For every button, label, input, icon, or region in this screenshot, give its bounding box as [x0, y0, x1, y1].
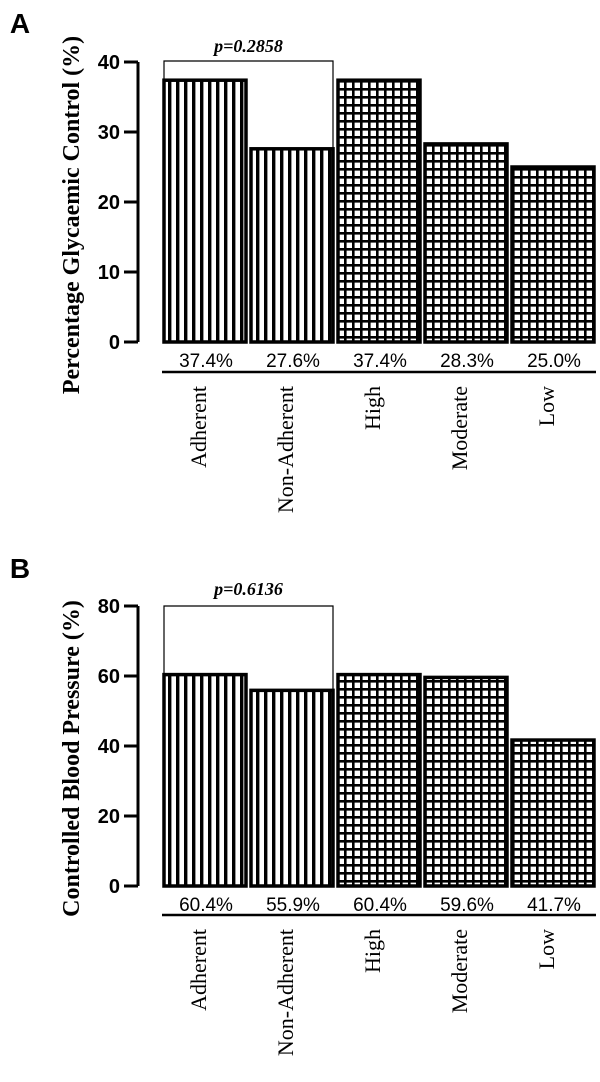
y-axis-label: Controlled Blood Pressure (%)	[59, 600, 85, 917]
bar-non-adherent	[249, 147, 335, 344]
p-value-annotation: p=0.2858	[212, 36, 283, 56]
x-category-label: Moderate	[447, 929, 472, 1013]
y-tick-label: 0	[109, 876, 120, 898]
panel-b: B 0 20 40 60 80 Controlled Blood Pressure (%) 6…	[10, 553, 596, 1056]
significance-bracket	[163, 605, 334, 691]
bar-non-adherent	[249, 688, 335, 888]
panel-a: A 0 10 20 30 40 Percentage Glycaemic Control (…	[10, 8, 596, 513]
data-label: 60.4%	[179, 895, 233, 916]
x-category-label: Non-Adherent	[273, 929, 298, 1056]
bar-moderate	[423, 142, 509, 344]
bar-moderate	[423, 675, 509, 888]
panel-label: A	[10, 8, 30, 39]
bar-high	[336, 78, 422, 344]
data-label: 41.7%	[527, 895, 581, 916]
data-label: 37.4%	[353, 351, 407, 372]
x-category-label: High	[360, 929, 385, 973]
p-value-annotation: p=0.6136	[212, 579, 283, 599]
bar-low	[510, 165, 596, 344]
y-tick-label: 40	[98, 736, 120, 758]
y-tick-label: 0	[109, 332, 120, 354]
y-tick-label: 60	[98, 666, 120, 688]
y-tick-label: 40	[98, 52, 120, 74]
y-tick-label: 80	[98, 596, 120, 618]
data-label: 28.3%	[440, 351, 494, 372]
y-tick-label: 10	[98, 262, 120, 284]
bar-adherent	[162, 672, 248, 888]
data-label: 59.6%	[440, 895, 494, 916]
data-label: 55.9%	[266, 895, 320, 916]
x-category-label: Adherent	[186, 386, 211, 468]
data-label: 37.4%	[179, 351, 233, 372]
y-tick-label: 20	[98, 806, 120, 828]
x-category-label: Low	[534, 929, 559, 969]
bar-low	[510, 738, 596, 888]
significance-bracket	[163, 60, 334, 149]
y-axis-label: Percentage Glycaemic Control (%)	[59, 36, 85, 394]
y-tick-label: 30	[98, 122, 120, 144]
panel-label: B	[10, 553, 30, 584]
data-label: 27.6%	[266, 351, 320, 372]
x-category-label: Low	[534, 386, 559, 426]
x-category-label: High	[360, 386, 385, 430]
bar-high	[336, 672, 422, 888]
x-category-label: Non-Adherent	[273, 386, 298, 513]
x-category-label: Moderate	[447, 386, 472, 470]
y-tick-label: 20	[98, 192, 120, 214]
bar-adherent	[162, 78, 248, 344]
data-label: 60.4%	[353, 895, 407, 916]
data-label: 25.0%	[527, 351, 581, 372]
x-category-label: Adherent	[186, 929, 211, 1011]
